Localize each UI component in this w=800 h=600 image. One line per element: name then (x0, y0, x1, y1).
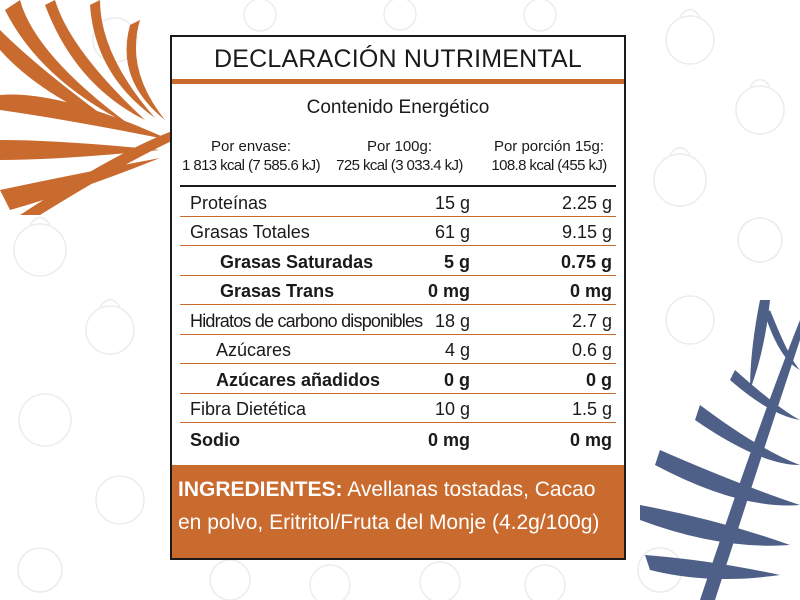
energy-divider (180, 185, 616, 187)
nutrition-label-panel: DECLARACIÓN NUTRIMENTAL Contenido Energé… (170, 35, 626, 560)
nutrient-table: Proteínas 15 g 2.25 g Grasas Totales 61 … (180, 187, 616, 453)
energy-column-value: 108.8 kcal (455 kJ) (491, 157, 607, 174)
title-divider (172, 79, 624, 84)
energy-column-package: Por envase: 1 813 kcal (7 585.6 kJ) (172, 137, 330, 175)
nutrient-label: Grasas Trans (220, 281, 335, 301)
nutrient-per100: 61 g (434, 222, 470, 242)
nutrient-portion: 0.6 g (571, 340, 612, 360)
nutrient-per100: 5 g (443, 251, 470, 272)
nutrient-portion: 0 mg (569, 429, 612, 450)
nutrient-label: Proteínas (190, 192, 268, 213)
nutrient-per100: 0 mg (427, 429, 470, 450)
nutrient-portion: 0 mg (569, 281, 612, 301)
nutrient-per100: 10 g (434, 399, 470, 419)
nutrient-row: Azúcares 4 g 0.6 g (180, 335, 616, 364)
nutrient-per100: 15 g (434, 192, 470, 213)
energy-column-label: Por porción 15g: (493, 138, 605, 155)
nutrient-label: Sodio (190, 429, 240, 450)
nutrient-row: Fibra Dietética 10 g 1.5 g (180, 394, 616, 423)
nutrient-per100: 4 g (444, 340, 470, 360)
energy-column-label: Por 100g: (366, 138, 433, 155)
nutrient-per100: 0 g (443, 369, 470, 390)
energy-column-label: Por envase: (210, 138, 292, 155)
nutrient-portion: 0.75 g (560, 251, 612, 272)
nutrient-label: Grasas Totales (190, 222, 310, 242)
nutrient-label: Grasas Saturadas (220, 251, 374, 272)
ingredients-text: Avellanas tostadas, Cacao en polvo, Erit… (178, 478, 600, 534)
nutrient-row: Proteínas 15 g 2.25 g (180, 187, 616, 217)
nutrient-portion: 9.15 g (561, 222, 612, 242)
nutrition-title: DECLARACIÓN NUTRIMENTAL (213, 45, 583, 73)
nutrient-label: Azúcares (216, 340, 292, 360)
energy-column-100g: Por 100g: 725 kcal (3 033.4 kJ) (322, 137, 477, 175)
palm-leaf-icon (0, 0, 178, 215)
nutrient-per100: 18 g (434, 310, 470, 331)
ingredients-box: INGREDIENTES: Avellanas tostadas, Cacao … (172, 465, 624, 558)
nutrient-label: Azúcares añadidos (216, 369, 381, 390)
nutrient-label: Fibra Dietética (190, 399, 307, 419)
nutrient-row: Azúcares añadidos 0 g 0 g (180, 364, 616, 394)
nutrient-portion: 2.7 g (571, 310, 612, 331)
nutrient-portion: 2.25 g (561, 192, 612, 213)
nutrient-row: Sodio 0 mg 0 mg (180, 423, 616, 453)
nutrient-portion: 0 g (585, 369, 612, 390)
nutrient-row: Grasas Totales 61 g 9.15 g (180, 217, 616, 246)
energy-column-portion: Por porción 15g: 108.8 kcal (455 kJ) (474, 137, 624, 175)
energy-content-title: Contenido Energético (306, 97, 490, 118)
palm-leaf-icon (640, 300, 800, 600)
nutrient-row: Grasas Saturadas 5 g 0.75 g (180, 246, 616, 276)
nutrient-label: Hidratos de carbono disponibles (190, 310, 423, 331)
nutrient-per100: 0 mg (427, 281, 470, 301)
ingredients-heading: INGREDIENTES: (178, 478, 343, 501)
nutrient-row: Hidratos de carbono disponibles 18 g 2.7… (180, 305, 616, 335)
energy-column-value: 725 kcal (3 033.4 kJ) (336, 157, 463, 174)
nutrient-row: Grasas Trans 0 mg 0 mg (180, 276, 616, 305)
energy-column-value: 1 813 kcal (7 585.6 kJ) (182, 157, 321, 174)
nutrient-portion: 1.5 g (571, 399, 612, 419)
